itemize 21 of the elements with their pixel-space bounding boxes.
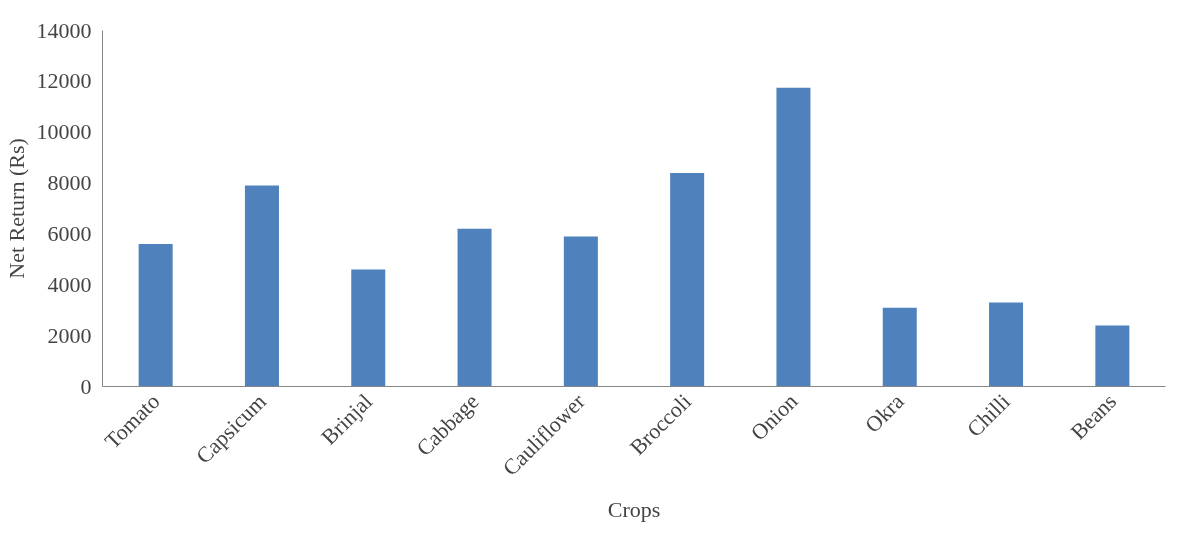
bar — [670, 172, 705, 387]
y-tick-label: 4000 — [47, 271, 92, 297]
y-tick-label: 10000 — [36, 119, 92, 145]
bar — [882, 307, 917, 387]
y-axis-title: Net Return (Rs) — [3, 138, 29, 279]
y-tick-label: 14000 — [36, 17, 92, 43]
bar — [776, 87, 811, 387]
bar — [244, 185, 279, 387]
bar — [989, 302, 1024, 387]
y-tick-label: 8000 — [47, 170, 92, 196]
bar — [1095, 325, 1130, 387]
y-tick-label: 12000 — [36, 68, 92, 94]
x-axis-title: Crops — [607, 497, 661, 523]
bar — [563, 236, 598, 387]
y-tick-label: 0 — [80, 373, 92, 399]
bar — [138, 244, 173, 387]
bar — [457, 228, 492, 387]
x-tick-label: Okra — [859, 388, 909, 438]
y-tick-label: 6000 — [47, 220, 92, 246]
y-tick-label: 2000 — [47, 322, 92, 348]
bar — [351, 269, 386, 387]
